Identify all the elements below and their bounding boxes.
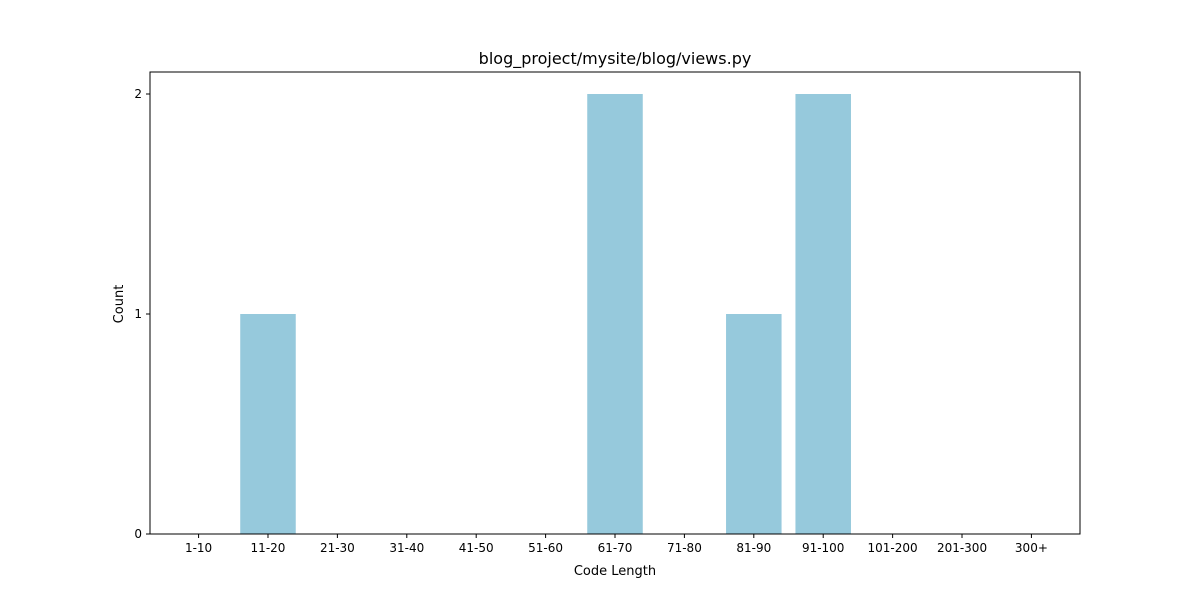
y-tick-label: 0 bbox=[134, 527, 142, 541]
y-tick-label: 1 bbox=[134, 307, 142, 321]
x-tick-label: 61-70 bbox=[598, 541, 633, 555]
x-tick-label: 81-90 bbox=[736, 541, 771, 555]
bar-81-90 bbox=[726, 314, 782, 534]
x-tick-label: 11-20 bbox=[251, 541, 286, 555]
x-tick-label: 201-300 bbox=[937, 541, 987, 555]
x-tick-label: 101-200 bbox=[868, 541, 918, 555]
bar-91-100 bbox=[795, 94, 851, 534]
x-tick-label: 21-30 bbox=[320, 541, 355, 555]
y-tick-label: 2 bbox=[134, 87, 142, 101]
x-tick-label: 51-60 bbox=[528, 541, 563, 555]
x-tick-label: 300+ bbox=[1015, 541, 1048, 555]
bar-61-70 bbox=[587, 94, 643, 534]
x-tick-label: 1-10 bbox=[185, 541, 212, 555]
y-axis-label: Count bbox=[112, 285, 127, 324]
x-tick-label: 91-100 bbox=[802, 541, 845, 555]
x-tick-label: 71-80 bbox=[667, 541, 702, 555]
plot-area: 1-10 11-20 21-30 31-40 41-50 51-60 61-70 71-80 8… bbox=[134, 71, 1081, 555]
bar-11-20 bbox=[240, 314, 296, 534]
chart-title: blog_project/mysite/blog/views.py bbox=[479, 49, 752, 69]
x-tick-label: 31-40 bbox=[389, 541, 424, 555]
x-axis-label: Code Length bbox=[574, 564, 656, 579]
x-tick-label: 41-50 bbox=[459, 541, 494, 555]
